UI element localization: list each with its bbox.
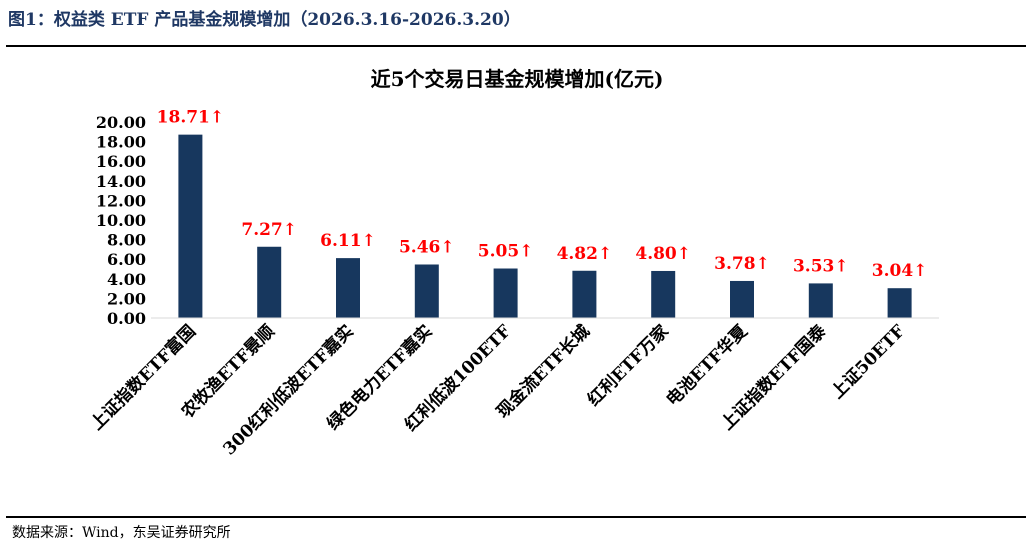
chart-title: 近5个交易日基金规模增加(亿元) <box>371 67 664 91</box>
x-tick-label: 上证50ETF <box>828 321 910 403</box>
bar <box>493 268 518 318</box>
data-label: 6.11↑ <box>320 231 376 251</box>
y-tick-label: 12.00 <box>96 191 146 210</box>
figure-title: 图1：权益类 ETF 产品基金规模增加（2026.3.16-2026.3.20） <box>8 10 521 30</box>
y-tick-label: 0.00 <box>107 309 146 328</box>
bar <box>178 134 203 318</box>
bar-chart: 近5个交易日基金规模增加(亿元) 0.002.004.006.008.0010.… <box>86 67 939 460</box>
data-label: 4.82↑ <box>557 244 613 264</box>
x-tick-label: 300红利低波ETF嘉实 <box>219 321 358 460</box>
top-rule <box>6 45 1026 47</box>
y-tick-label: 4.00 <box>107 270 146 289</box>
y-tick-label: 2.00 <box>107 289 146 308</box>
data-label: 3.53↑ <box>793 256 849 276</box>
data-labels: 18.71↑ 7.27↑ 6.11↑ 5.46↑ 5.05↑ 4.82↑ 4.80↑ 3.78… <box>157 108 928 282</box>
bars <box>178 134 912 318</box>
data-label: 18.71↑ <box>157 108 224 128</box>
data-label: 3.78↑ <box>714 254 770 274</box>
bar <box>730 280 754 318</box>
data-label: 3.04↑ <box>872 261 928 281</box>
data-label: 4.80↑ <box>635 244 691 264</box>
x-tick-label: 电池ETF华夏 <box>662 320 752 410</box>
x-tick-label: 上证指数ETF富国 <box>86 321 200 435</box>
bar <box>257 246 282 318</box>
y-tick-label: 16.00 <box>96 152 146 171</box>
y-tick-label: 6.00 <box>107 250 146 269</box>
bar <box>336 258 360 318</box>
y-tick-label: 10.00 <box>96 211 146 230</box>
bar <box>572 270 597 318</box>
data-label: 5.05↑ <box>478 242 534 262</box>
bottom-rule <box>6 516 1026 518</box>
data-label: 5.46↑ <box>399 237 455 257</box>
x-axis: 上证指数ETF富国农牧渔ETF景顺300红利低波ETF嘉实绿色电力ETF嘉实红利… <box>86 317 939 460</box>
y-tick-label: 18.00 <box>96 133 146 152</box>
y-axis: 0.002.004.006.008.0010.0012.0014.0016.00… <box>96 113 146 328</box>
data-label: 7.27↑ <box>241 220 297 240</box>
x-tick-label: 红利ETF万家 <box>583 321 673 411</box>
source-note: 数据来源：Wind，东吴证券研究所 <box>12 525 231 541</box>
y-tick-label: 8.00 <box>107 231 146 250</box>
bar <box>808 283 833 318</box>
bar <box>887 288 912 318</box>
y-tick-label: 14.00 <box>96 172 146 191</box>
chart-area: 近5个交易日基金规模增加(亿元) 0.00 2.00 4.00 6.00 8.00 10.… <box>22 52 1012 510</box>
y-tick-label: 20.00 <box>96 113 146 132</box>
bar <box>414 264 439 318</box>
bar <box>651 270 676 318</box>
